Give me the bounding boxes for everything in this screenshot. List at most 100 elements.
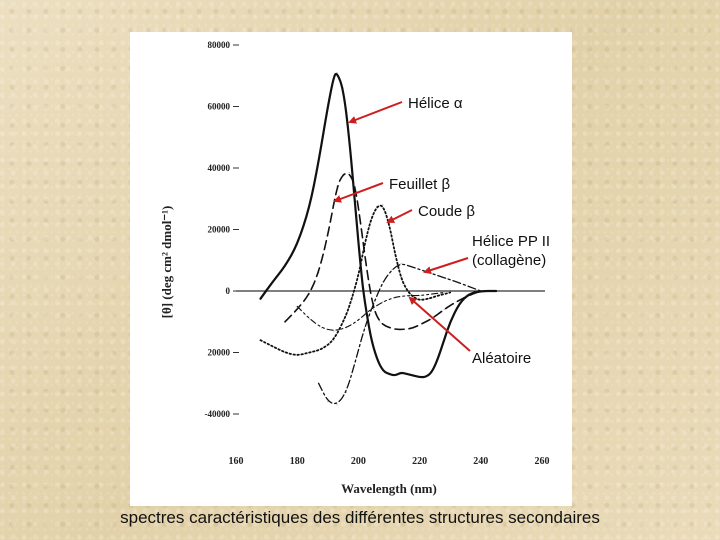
series-point	[354, 185, 356, 187]
series-point	[480, 290, 482, 292]
y-tick-label: 80000	[208, 40, 231, 50]
series-point	[409, 265, 411, 267]
y-axis-label: [θ] (deg cm² dmol⁻¹)	[159, 206, 174, 319]
series-point	[394, 375, 396, 377]
series-point	[425, 376, 427, 378]
series-point	[308, 351, 310, 354]
series-point	[345, 327, 347, 329]
series-point	[468, 293, 470, 295]
series-point	[259, 339, 262, 341]
x-axis-label: Wavelength (nm)	[341, 481, 437, 496]
y-tick-label: 0	[226, 286, 231, 296]
series-point	[360, 275, 363, 277]
series-point	[412, 375, 415, 377]
series-point	[272, 345, 274, 347]
series-point	[348, 172, 350, 174]
series-point	[437, 275, 439, 277]
series-line-1	[259, 72, 498, 379]
series-point	[370, 336, 372, 338]
series-point	[458, 302, 460, 304]
annotation-label-4: Hélice PP II	[472, 233, 550, 250]
series-point	[345, 391, 347, 394]
series-point	[400, 262, 402, 264]
series-point	[373, 302, 375, 304]
series-point	[373, 308, 375, 310]
series-point	[376, 358, 378, 360]
series-point	[428, 298, 430, 300]
x-tick-label: 220	[412, 456, 427, 467]
series-point	[342, 173, 344, 175]
series-point	[406, 373, 408, 375]
series-point	[419, 299, 421, 301]
series-line-3	[259, 204, 452, 356]
series-point	[379, 321, 381, 323]
series-point	[412, 327, 415, 329]
series-point	[382, 204, 384, 206]
series-point	[406, 295, 408, 297]
series-point	[321, 348, 323, 350]
y-tick-label: 40000	[208, 163, 231, 173]
series-point	[308, 293, 310, 295]
slide-caption: spectres caractéristiques des différente…	[120, 508, 600, 527]
series-point	[431, 371, 433, 374]
series-point	[443, 308, 445, 310]
series-point	[318, 161, 320, 163]
series-point	[357, 319, 359, 321]
series-point	[318, 272, 320, 274]
series-point	[336, 72, 338, 74]
series-point	[345, 315, 347, 317]
series-point	[428, 272, 430, 274]
series-point	[412, 296, 415, 298]
annotation-arrow-1	[348, 101, 403, 124]
series-point	[354, 207, 356, 209]
series-point	[446, 278, 448, 280]
series-point	[443, 339, 445, 341]
series-point	[455, 301, 457, 303]
series-point	[419, 295, 421, 297]
series-point	[284, 265, 286, 267]
series-point	[422, 322, 424, 324]
series-point	[296, 355, 298, 357]
series-point	[376, 205, 378, 207]
annotation-label-3: Coude β	[418, 203, 475, 220]
plot-area: 80000 60000 40000 20000 0 20000 -40000 160 180 20…	[159, 40, 550, 496]
annotation-arrow-5	[408, 296, 471, 352]
series-point	[419, 376, 421, 378]
chart-panel	[130, 32, 572, 506]
series-point	[296, 308, 298, 310]
series-point	[403, 328, 405, 330]
series-point	[296, 244, 298, 246]
series-point	[363, 244, 366, 246]
series-point	[449, 291, 451, 294]
series-point	[400, 371, 402, 374]
series-point	[327, 235, 329, 237]
series-point	[367, 275, 369, 277]
series-point	[318, 382, 320, 384]
annotation-arrow-2	[333, 182, 384, 203]
y-tick-label: 20000	[208, 225, 231, 235]
series-point	[400, 278, 402, 280]
series-point	[370, 308, 372, 310]
x-tick-label: 200	[351, 456, 366, 467]
x-tick-label: 160	[229, 456, 244, 467]
series-point	[394, 328, 396, 330]
series-point	[455, 281, 457, 283]
series-point	[308, 207, 310, 209]
series-point	[354, 361, 356, 363]
y-tick-label: 60000	[208, 102, 231, 112]
y-tick-label: 20000	[208, 348, 231, 358]
series-point	[357, 275, 359, 277]
series-line-2	[284, 172, 482, 331]
series-point	[443, 291, 445, 294]
annotation-label-5: Aléatoire	[472, 350, 531, 367]
series-point	[468, 295, 470, 297]
x-tick-label: 240	[473, 456, 488, 467]
series-point	[348, 136, 350, 138]
series-point	[333, 75, 335, 77]
x-tick-label: 180	[290, 456, 305, 467]
series-line-4	[317, 263, 482, 405]
series-point	[360, 228, 363, 231]
series-point	[321, 327, 323, 329]
series-point	[394, 253, 396, 255]
annotation-label-1: Hélice α	[408, 95, 463, 112]
